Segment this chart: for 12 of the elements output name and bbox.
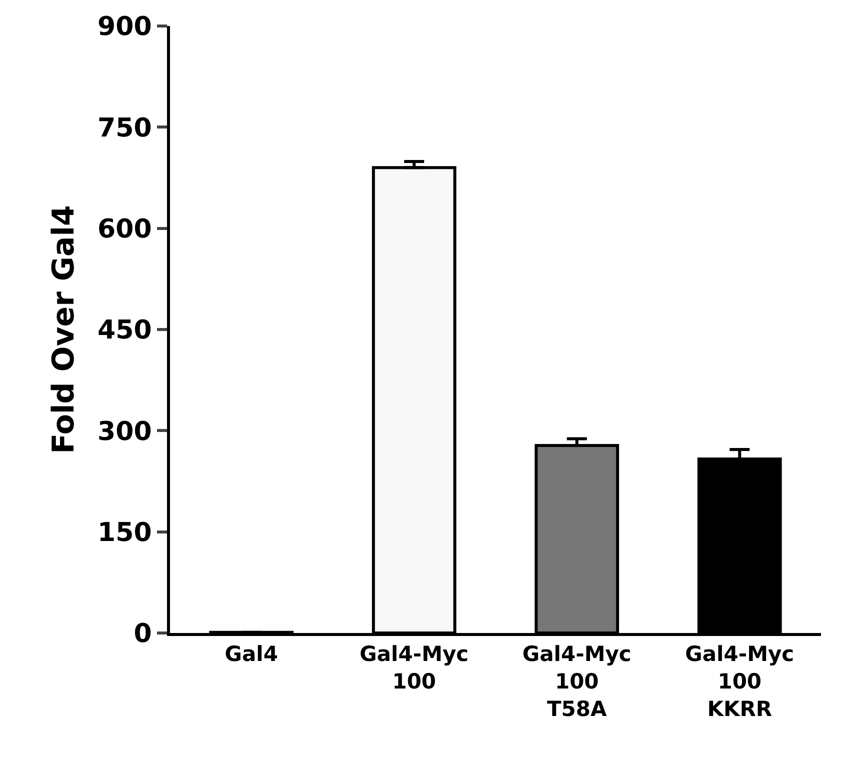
- y-tick-label: 450: [98, 316, 152, 346]
- y-tick-label: 750: [98, 113, 152, 144]
- y-tick-label: 600: [98, 214, 152, 244]
- x-tick-label: Gal4-Myc 100 KKRR: [685, 642, 794, 721]
- y-tick-label: 0: [134, 619, 152, 650]
- y-tick-label: 900: [98, 12, 152, 42]
- x-tick-label: Gal4-Myc 100 T58A: [522, 642, 632, 721]
- y-tick-label: 150: [98, 518, 152, 548]
- x-tick-label: Gal4-Myc 100: [360, 642, 469, 694]
- y-tick-label: 300: [98, 416, 152, 447]
- y-axis-title: Fold Over Gal4: [46, 205, 82, 454]
- x-tick-label: Gal4: [224, 642, 278, 666]
